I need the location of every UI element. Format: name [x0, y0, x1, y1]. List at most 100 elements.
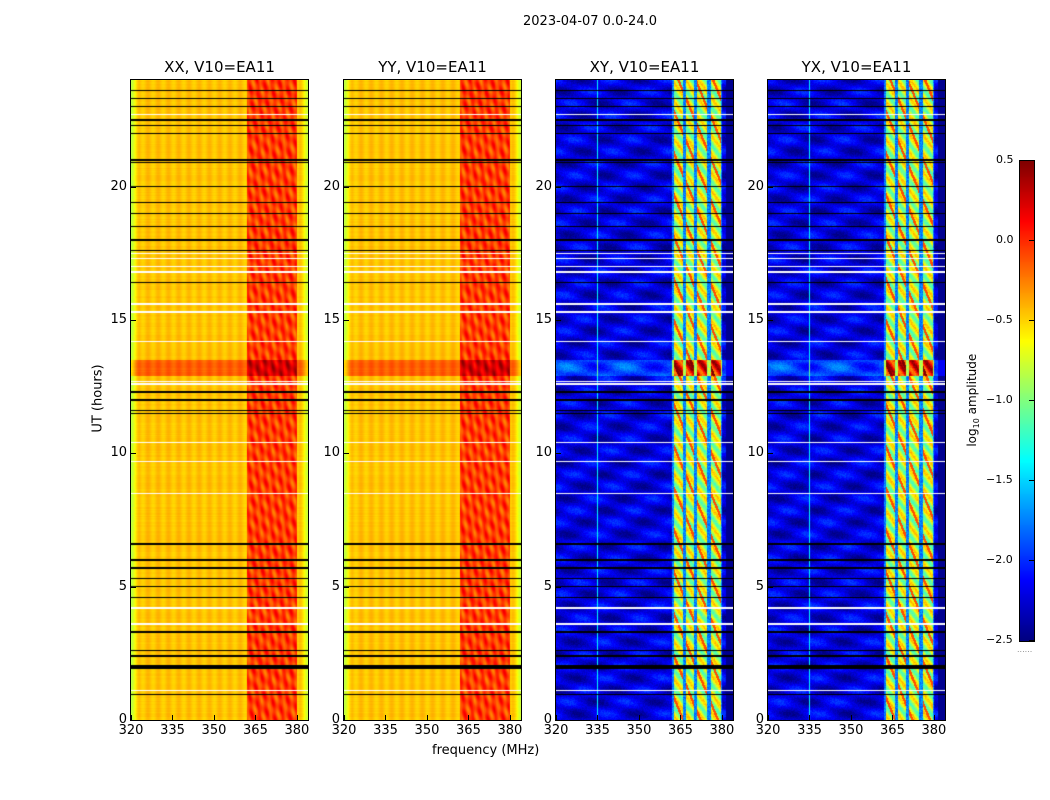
colorbar-tick-mark	[1029, 320, 1034, 321]
colorbar-tick-label: −2.5	[986, 633, 1013, 646]
y-tick-mark	[131, 586, 136, 588]
y-tick-mark	[556, 186, 561, 188]
y-tick-mark	[344, 453, 349, 455]
heatmap-panel-xx	[130, 79, 309, 721]
x-tick-mark	[638, 715, 640, 720]
x-tick-label: 365	[456, 723, 481, 738]
y-tick-mark	[344, 186, 349, 188]
colorbar-tick-label: −0.5	[986, 313, 1013, 326]
x-tick-label: 320	[331, 723, 357, 738]
y-tick-label: 15	[535, 312, 552, 327]
y-tick-mark	[768, 586, 773, 588]
colorbar-tick-mark	[1029, 560, 1034, 561]
y-tick-label: 10	[747, 445, 764, 461]
y-tick-label: 10	[110, 445, 127, 461]
x-tick-mark	[680, 715, 682, 720]
colorbar-extend-marker: ......	[1017, 645, 1033, 654]
y-tick-mark	[768, 453, 773, 455]
x-tick-mark	[385, 715, 387, 720]
x-tick-label: 320	[118, 723, 144, 738]
colorbar-tick-label: 0.0	[996, 233, 1014, 246]
heatmap-panel-yx	[767, 79, 946, 721]
x-tick-label: 380	[497, 723, 523, 738]
panel-title: YY, V10=EA11	[378, 58, 487, 76]
x-tick-mark	[344, 715, 345, 720]
panel-title: XX, V10=EA11	[164, 58, 275, 76]
panel-title: XY, V10=EA11	[589, 58, 700, 76]
x-tick-label: 335	[797, 723, 822, 738]
x-tick-mark	[892, 715, 894, 720]
y-axis-label: UT (hours)	[90, 364, 106, 433]
x-tick-label: 350	[626, 723, 652, 738]
y-tick-mark	[344, 320, 349, 321]
y-tick-label: 0	[543, 712, 552, 727]
x-axis-label: frequency (MHz)	[432, 743, 540, 758]
y-tick-mark	[556, 586, 561, 588]
x-tick-label: 350	[414, 723, 440, 738]
y-tick-mark	[131, 186, 136, 188]
colorbar	[1019, 160, 1035, 642]
x-tick-mark	[809, 715, 811, 720]
colorbar-tick-mark	[1029, 480, 1034, 481]
y-tick-label: 15	[110, 312, 127, 327]
colorbar-tick-label: −1.5	[986, 473, 1013, 486]
x-tick-mark	[213, 715, 215, 720]
x-tick-mark	[850, 715, 852, 720]
y-tick-mark	[768, 320, 773, 321]
heatmap-panel-yy	[343, 79, 522, 721]
y-tick-label: 0	[331, 712, 340, 727]
x-tick-mark	[255, 715, 257, 720]
x-tick-label: 380	[921, 723, 947, 738]
x-tick-mark	[426, 715, 428, 720]
x-tick-label: 335	[160, 723, 185, 738]
heatmap-panel-xy	[555, 79, 734, 721]
y-tick-mark	[556, 453, 561, 455]
x-tick-mark	[768, 715, 769, 720]
x-tick-mark	[296, 715, 298, 720]
colorbar-tick-mark	[1029, 240, 1034, 241]
heatmap-image	[768, 80, 945, 720]
colorbar-label: log10 amplitude	[965, 345, 981, 455]
x-tick-label: 365	[880, 723, 905, 738]
x-tick-label: 320	[755, 723, 781, 738]
x-tick-mark	[721, 715, 723, 720]
colorbar-tick-mark	[1029, 640, 1034, 641]
heatmap-image	[556, 80, 733, 720]
x-tick-label: 380	[284, 723, 310, 738]
y-tick-mark	[131, 720, 136, 721]
heatmap-image	[344, 80, 521, 720]
x-tick-mark	[131, 715, 132, 720]
y-tick-label: 15	[747, 312, 764, 327]
y-tick-mark	[556, 720, 561, 721]
x-tick-mark	[933, 715, 935, 720]
y-tick-label: 5	[118, 578, 127, 594]
colorbar-tick-label: −2.0	[986, 553, 1013, 566]
y-tick-label: 15	[323, 312, 340, 327]
y-tick-mark	[131, 453, 136, 455]
y-tick-label: 10	[323, 445, 340, 461]
x-tick-label: 380	[709, 723, 735, 738]
x-tick-mark	[468, 715, 470, 720]
y-tick-mark	[131, 320, 136, 321]
x-tick-mark	[509, 715, 511, 720]
heatmap-image	[131, 80, 308, 720]
figure-title: 2023-04-07 0.0-24.0	[523, 14, 657, 29]
y-tick-label: 5	[543, 578, 552, 594]
x-tick-label: 350	[838, 723, 864, 738]
y-tick-label: 10	[535, 445, 552, 461]
y-tick-label: 5	[331, 578, 340, 594]
x-tick-label: 335	[585, 723, 610, 738]
y-tick-mark	[556, 320, 561, 321]
y-tick-label: 20	[323, 178, 340, 194]
colorbar-tick-label: 0.5	[996, 153, 1014, 166]
y-tick-label: 5	[755, 578, 764, 594]
x-tick-mark	[597, 715, 599, 720]
x-tick-label: 365	[243, 723, 268, 738]
y-tick-label: 20	[110, 178, 127, 194]
colorbar-tick-mark	[1029, 160, 1034, 161]
y-tick-label: 20	[747, 178, 764, 194]
y-tick-mark	[344, 586, 349, 588]
y-tick-mark	[768, 186, 773, 188]
x-tick-label: 350	[201, 723, 227, 738]
